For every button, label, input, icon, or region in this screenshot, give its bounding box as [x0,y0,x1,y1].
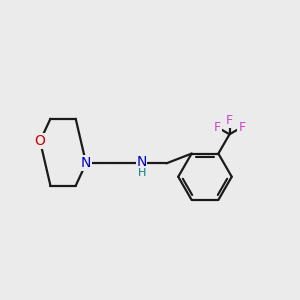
Text: O: O [34,134,46,148]
Text: N: N [81,156,91,170]
Text: F: F [214,121,221,134]
Text: F: F [238,121,245,134]
Text: H: H [137,168,146,178]
Text: F: F [226,113,233,127]
Text: N: N [136,154,147,169]
